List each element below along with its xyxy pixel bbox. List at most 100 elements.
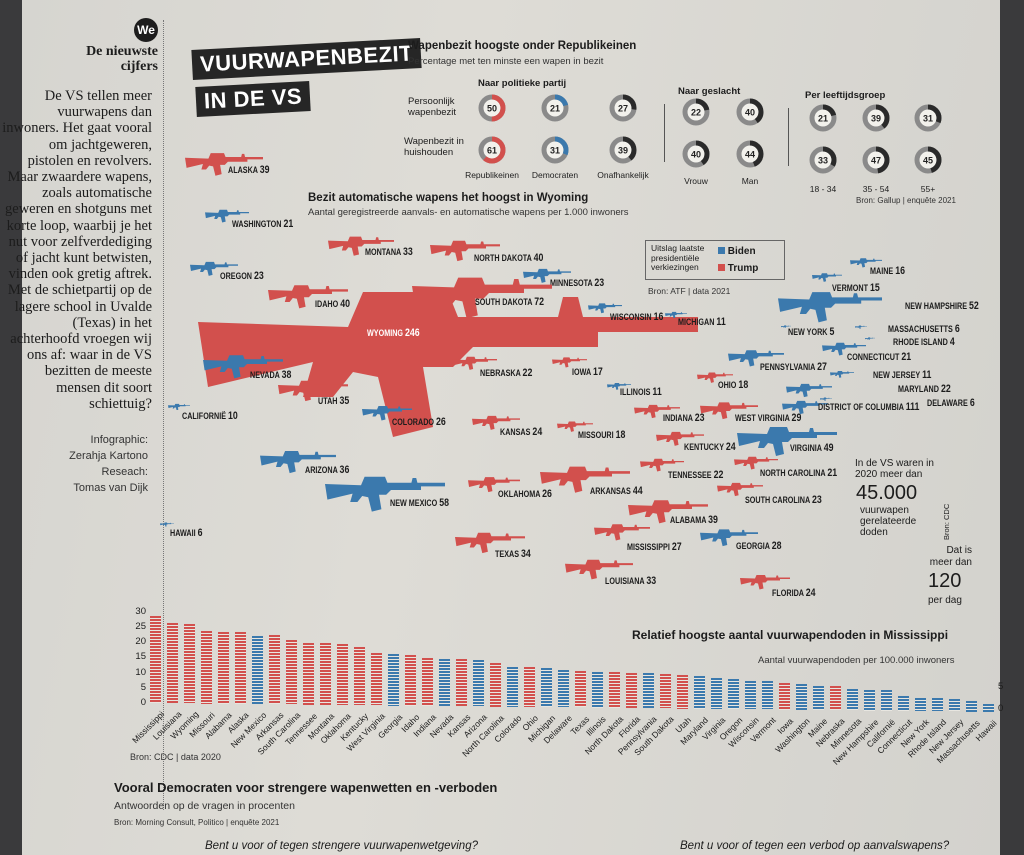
state-name: KANSAS — [500, 427, 531, 437]
state-name: RHODE ISLAND — [893, 337, 948, 347]
state-name: CONNECTICUT — [847, 352, 900, 362]
state-value: 28 — [771, 540, 782, 552]
state-name: MASSACHUSETTS — [888, 324, 953, 334]
state-value: 5 — [829, 326, 835, 338]
gun-icon — [185, 153, 263, 176]
donut-fill — [862, 146, 890, 174]
state-name: INDIANA — [663, 413, 693, 423]
donut-personal: 21 — [541, 94, 569, 122]
donut-fill — [609, 136, 637, 164]
state-name: MISSISSIPPI — [627, 542, 670, 552]
gun-icon — [656, 431, 704, 446]
state-value: 33 — [403, 246, 413, 258]
gun-icon — [812, 273, 842, 282]
state-label: FLORIDA 24 — [772, 587, 816, 599]
state-value: 6 — [954, 323, 960, 335]
state-value: 22 — [940, 383, 951, 395]
bar — [949, 698, 960, 712]
bar — [898, 695, 909, 711]
gun-icon — [717, 482, 763, 497]
gun-icon — [362, 406, 412, 421]
donut-fill — [541, 136, 569, 164]
state-value: 72 — [534, 296, 545, 308]
state-label: ARIZONA 36 — [305, 464, 349, 476]
state-value: 6 — [969, 397, 975, 409]
map-title: Bezit automatische wapens het hoogst in … — [308, 192, 589, 204]
donut-value: 33 — [818, 156, 828, 166]
state-label: WISCONSIN 16 — [610, 311, 663, 323]
state-label: LOUISIANA 33 — [605, 575, 656, 587]
state-value: 58 — [439, 497, 450, 509]
state-name: IOWA — [572, 367, 591, 377]
gun-icon — [665, 311, 687, 319]
group-divider — [788, 108, 789, 166]
bar — [677, 674, 688, 709]
state-value: 34 — [521, 548, 531, 560]
state-label: MICHIGAN 11 — [678, 316, 726, 328]
gun-icon — [634, 404, 680, 419]
state-name: TEXAS — [495, 549, 520, 559]
bar — [320, 643, 331, 705]
state-value: 18 — [615, 429, 626, 441]
donut-column-label: Vrouw — [684, 176, 708, 186]
state-label: KANSAS 24 — [500, 426, 542, 438]
bar — [201, 630, 212, 704]
bar — [541, 667, 552, 708]
donut-personal: 21 — [809, 104, 837, 132]
state-name: GEORGIA — [736, 541, 770, 551]
deaths-desc: vuurwapen gerelateerde doden — [860, 505, 917, 538]
state-name: OREGON — [220, 271, 253, 281]
gun-icon — [830, 370, 854, 378]
newspaper-page — [22, 0, 1000, 855]
state-name: MAINE — [870, 266, 894, 276]
state-value: 24 — [725, 441, 736, 453]
state-label: MINNESOTA 23 — [550, 277, 604, 289]
bar — [388, 654, 399, 706]
bar — [235, 632, 246, 704]
bar — [524, 667, 535, 707]
policy-title: Vooral Democraten voor strengere wapenwe… — [114, 780, 498, 795]
bar — [813, 685, 824, 710]
state-name: MICHIGAN — [678, 317, 715, 327]
bar — [337, 644, 348, 705]
donut-fill — [682, 140, 710, 168]
state-value: 40 — [533, 252, 544, 264]
state-value: 21 — [901, 351, 912, 363]
gun-icon — [430, 240, 500, 262]
gun-icon — [737, 427, 837, 456]
credit-line: Reseach: — [101, 466, 148, 478]
state-value: 22 — [522, 367, 533, 379]
bar — [711, 678, 722, 709]
donut-column-label: 55+ — [920, 184, 936, 194]
state-label: MARYLAND 22 — [898, 383, 951, 395]
deaths-number: 45.000 — [856, 482, 918, 504]
donut-value: 39 — [618, 146, 628, 156]
state-name: CALIFORNIË — [182, 411, 226, 421]
donut-household: 47 — [862, 146, 890, 174]
state-value: 17 — [592, 366, 603, 378]
gun-icon — [786, 383, 832, 398]
chart-ylabel: Aantal vuurwapendoden per 100.000 inwone… — [758, 655, 955, 666]
section-kicker: De nieuwste cijfers — [86, 44, 158, 74]
state-name: WISCONSIN — [610, 312, 652, 322]
donut-value: 50 — [487, 104, 497, 114]
donut-value: 27 — [618, 104, 628, 114]
map-legend: Uitslag laatste presidentiële verkiezing… — [645, 240, 785, 280]
state-name: SOUTH DAKOTA — [475, 297, 533, 307]
credit-line: Zerahja Kartono — [69, 450, 148, 462]
bar — [286, 640, 297, 705]
state-name: VERMONT — [832, 283, 868, 293]
gun-icon — [855, 325, 867, 329]
donut-household: 33 — [809, 146, 837, 174]
state-label: NORTH CAROLINA 21 — [760, 467, 837, 479]
bar — [167, 622, 178, 704]
bar — [966, 701, 977, 712]
bar — [575, 671, 586, 708]
donut-fill — [478, 136, 506, 164]
donut-personal: 50 — [478, 94, 506, 122]
map-source: Bron: ATF | data 2021 — [648, 286, 731, 296]
state-value: 111 — [905, 401, 920, 413]
state-value: 23 — [694, 412, 705, 424]
donut-household: 61 — [478, 136, 506, 164]
legend-trump-label: Trump — [727, 263, 759, 274]
